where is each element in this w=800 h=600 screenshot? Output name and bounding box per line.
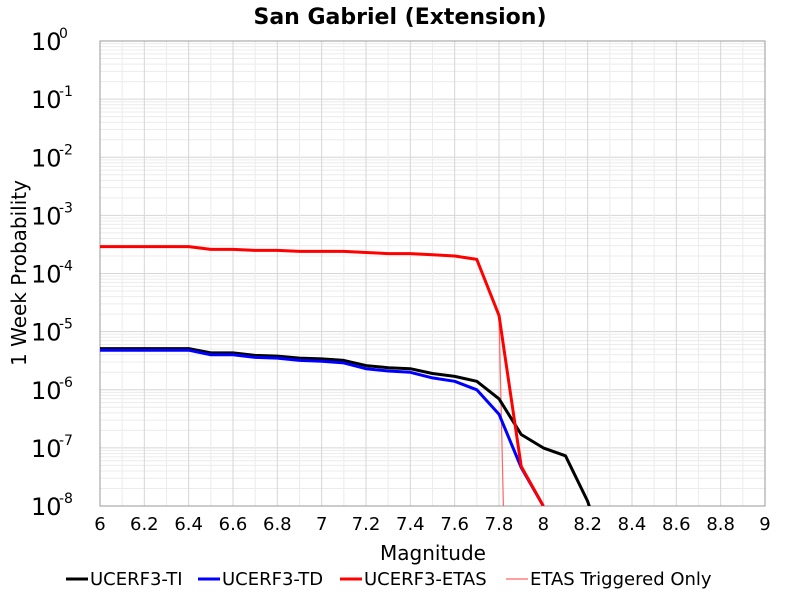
- chart-title: San Gabriel (Extension): [253, 5, 546, 30]
- x-tick-label: 6.8: [263, 514, 292, 535]
- series-line-ucerf3-etas: [100, 245, 545, 506]
- x-tick-label: 7.8: [485, 514, 514, 535]
- y-tick-exponent: -2: [59, 142, 73, 158]
- legend-label: UCERF3-TD: [222, 569, 323, 590]
- y-tick-base: 10: [31, 319, 62, 347]
- x-tick-label: 7.4: [396, 514, 425, 535]
- y-tick-exponent: -6: [59, 375, 73, 391]
- series-line-ucerf3-td: [100, 348, 545, 506]
- x-tick-label: 8.4: [618, 514, 647, 535]
- y-tick-label: 10-3: [31, 200, 73, 230]
- x-axis: 6 6.2 6.4 6.6 6.8 7 7.2 7.4 7.6 7.8 8 8.2 8.4 8.6 8.8 9: [94, 514, 770, 535]
- x-axis-label: Magnitude: [380, 541, 486, 565]
- series-layer: [100, 245, 591, 506]
- legend: UCERF3-TI UCERF3-TD UCERF3-ETAS ETAS Trigge…: [66, 569, 712, 590]
- y-tick-exponent: -4: [59, 259, 73, 275]
- grid: [99, 40, 766, 507]
- legend-item-ucerf3-etas: UCERF3-ETAS: [340, 569, 487, 590]
- y-tick-exponent: 0: [59, 26, 68, 42]
- x-tick-label: 6.2: [130, 514, 159, 535]
- x-tick-label: 9: [759, 514, 770, 535]
- y-tick-label: 10-2: [31, 142, 73, 172]
- y-tick-base: 10: [31, 435, 62, 463]
- y-tick-exponent: -8: [59, 491, 73, 507]
- y-tick-base: 10: [31, 86, 62, 114]
- y-axis-label: 1 Week Probability: [7, 180, 31, 366]
- x-tick-label: 8.8: [706, 514, 735, 535]
- y-tick-base: 10: [31, 202, 62, 230]
- y-tick-label: 10-8: [31, 491, 73, 521]
- y-tick-label: 10-6: [31, 375, 73, 405]
- legend-item-ucerf3-td: UCERF3-TD: [198, 569, 323, 590]
- y-tick-base: 10: [31, 261, 62, 289]
- x-tick-label: 8.2: [573, 514, 602, 535]
- y-tick-exponent: -1: [59, 84, 73, 100]
- legend-label: UCERF3-ETAS: [364, 569, 487, 590]
- series-line-ucerf3-ti: [100, 347, 591, 506]
- x-tick-label: 6.4: [174, 514, 203, 535]
- legend-label: UCERF3-TI: [90, 569, 183, 590]
- y-tick-label: 10-5: [31, 317, 73, 347]
- y-tick-base: 10: [31, 377, 62, 405]
- y-tick-base: 10: [31, 28, 62, 56]
- plot-area: [99, 40, 766, 507]
- x-tick-label: 6: [94, 514, 105, 535]
- x-tick-label: 7.2: [352, 514, 381, 535]
- y-tick-label: 10-1: [31, 84, 73, 114]
- y-tick-label: 10-4: [31, 259, 73, 289]
- y-tick-base: 10: [31, 144, 62, 172]
- y-tick-label: 100: [31, 26, 68, 56]
- y-tick-label: 10-7: [31, 433, 73, 463]
- x-tick-label: 7: [316, 514, 327, 535]
- series-line-etas-triggered-only: [498, 315, 504, 506]
- y-tick-exponent: -7: [59, 433, 73, 449]
- legend-label: ETAS Triggered Only: [530, 569, 712, 590]
- legend-item-ucerf3-ti: UCERF3-TI: [66, 569, 183, 590]
- legend-item-etas-triggered-only: ETAS Triggered Only: [506, 569, 712, 590]
- x-tick-label: 6.6: [219, 514, 248, 535]
- y-tick-base: 10: [31, 493, 62, 521]
- x-tick-label: 7.6: [440, 514, 469, 535]
- y-tick-exponent: -5: [59, 317, 73, 333]
- y-tick-exponent: -3: [59, 200, 73, 216]
- x-tick-label: 8.6: [662, 514, 691, 535]
- x-tick-label: 8: [538, 514, 549, 535]
